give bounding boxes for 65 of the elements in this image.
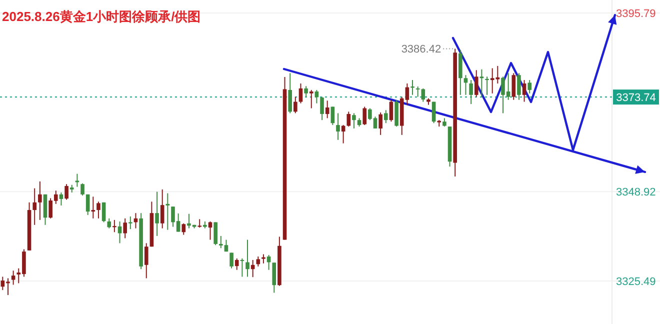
y-tick-label: 3395.79	[616, 8, 656, 20]
candlestick	[11, 270, 16, 286]
candlestick	[320, 96, 324, 121]
candlestick	[490, 68, 494, 94]
candlestick	[378, 112, 382, 136]
candlestick	[107, 218, 112, 229]
candlestick	[469, 80, 473, 105]
candlestick	[112, 219, 116, 233]
y-tick-label: 3348.92	[616, 186, 656, 199]
y-tick-label: 3325.49	[616, 276, 656, 288]
candlestick	[43, 194, 48, 226]
annotation: 3386.42	[401, 44, 442, 56]
candlestick	[214, 222, 218, 246]
candlestick	[389, 99, 394, 122]
candlestick	[485, 76, 489, 96]
candlestick	[528, 80, 532, 94]
candlestick	[118, 220, 122, 244]
candlestick	[75, 173, 80, 188]
candlestick	[325, 100, 330, 119]
candlestick	[240, 258, 244, 278]
candlestick	[144, 242, 148, 279]
candlestick	[362, 106, 366, 126]
candlestick	[330, 106, 335, 126]
candlestick	[102, 202, 106, 223]
candlestick	[80, 182, 84, 196]
candlestick	[304, 86, 308, 98]
candlestick	[155, 191, 159, 236]
text: 2025.8.26黄金1小时图徐顾承/供图	[2, 9, 201, 24]
candlestick	[123, 218, 127, 239]
candlestick	[410, 80, 414, 96]
candlestick	[160, 188, 164, 229]
candlestick	[32, 188, 36, 226]
candlestick	[86, 194, 90, 216]
candlestick	[309, 89, 314, 109]
candlestick	[91, 196, 96, 219]
candlestick	[432, 101, 436, 124]
candlestick	[96, 201, 100, 219]
candlestick	[517, 72, 521, 100]
candlestick	[59, 192, 64, 206]
candlestick	[208, 220, 212, 240]
candlestick	[256, 256, 260, 267]
candlestick	[230, 252, 234, 269]
ref-line-label: 3373.74	[616, 92, 656, 104]
candlestick	[496, 65, 500, 84]
candlestick	[352, 112, 356, 129]
candlestick	[522, 80, 526, 102]
candlestick	[246, 239, 250, 278]
candlestick	[128, 216, 132, 230]
candlestick	[298, 82, 303, 104]
candlestick	[64, 184, 68, 200]
candlestick	[384, 110, 388, 124]
candlestick	[346, 111, 351, 128]
candlestick	[182, 222, 186, 236]
candlestick	[464, 74, 468, 96]
candlestick	[272, 262, 276, 294]
candlestick	[234, 258, 239, 270]
candlestick	[262, 254, 266, 264]
candlestick	[38, 180, 42, 220]
candlestick	[336, 112, 340, 140]
candlestick	[166, 192, 170, 230]
candlestick	[474, 70, 478, 98]
candlestick	[294, 96, 298, 114]
candlestick	[288, 72, 292, 114]
candlestick	[512, 72, 516, 100]
candlestick	[480, 68, 484, 98]
